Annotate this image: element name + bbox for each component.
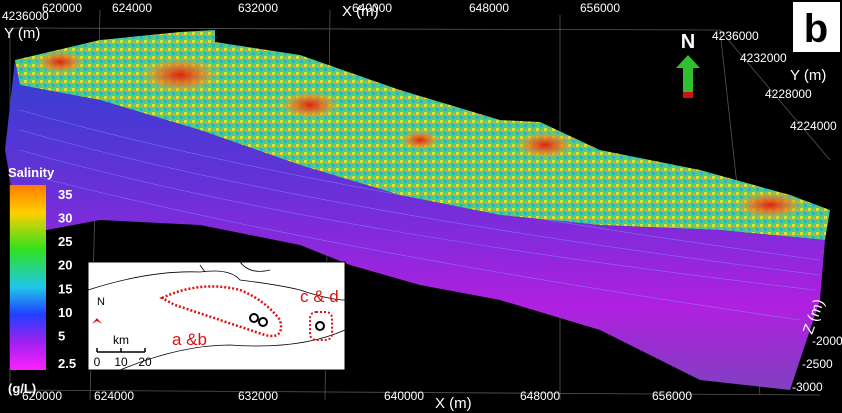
inset-map: N km	[87, 261, 346, 371]
z-tick: -2000	[812, 334, 842, 348]
colorbar-tick: 2.5	[58, 356, 76, 371]
y-left-tick: 4236000	[2, 9, 49, 23]
z-tick: -2500	[802, 357, 833, 371]
inset-scale-tick: 20	[138, 355, 152, 369]
x-top-tick: 632000	[238, 1, 278, 15]
y-right-label: Y (m)	[790, 67, 826, 84]
colorbar-tick: 35	[58, 187, 72, 202]
panel-label-box	[793, 2, 840, 52]
volume-side	[5, 60, 825, 390]
colorbar-tick: 15	[58, 281, 72, 296]
y-left-label: Y (m)	[4, 25, 40, 42]
inset-scale-tick: 0	[94, 355, 101, 369]
inset-north: N	[97, 296, 105, 308]
colorbar-tick: 10	[58, 305, 72, 320]
colorbar-tick: 30	[58, 211, 72, 226]
x-bottom-tick: 624000	[94, 389, 134, 403]
north-arrow: N	[676, 31, 700, 98]
x-axis-label-bottom: X (m)	[435, 395, 472, 412]
strata	[19, 109, 821, 321]
colorbar-title: Salinity	[8, 165, 55, 180]
y-right-tick: 4232000	[740, 51, 787, 65]
x-top-tick: 624000	[112, 1, 152, 15]
y-right-tick: 4228000	[765, 87, 812, 101]
x-axis-label: X (m)	[342, 3, 379, 20]
x-top-tick: 640000	[352, 1, 392, 15]
colorbar	[10, 185, 46, 370]
x-bottom-tick: 620000	[22, 389, 62, 403]
x-bottom-tick: 648000	[520, 389, 560, 403]
z-tick: -3000	[792, 380, 823, 394]
y-right-tick: 4224000	[790, 119, 837, 133]
colorbar-unit: (g/L)	[8, 381, 36, 396]
salinity-hotspots	[35, 50, 805, 219]
x-top-tick: 648000	[469, 1, 509, 15]
x-top-tick: 656000	[580, 1, 620, 15]
inset-scale-unit: km	[113, 333, 129, 347]
panel-label: b	[804, 7, 828, 51]
inset-label: c & d	[300, 287, 339, 306]
y-right-tick: 4236000	[712, 29, 759, 43]
x-top-tick: 620000	[42, 1, 82, 15]
colorbar-tick: 5	[58, 328, 65, 343]
inset-label: a &b	[172, 330, 207, 349]
x-bottom-tick: 656000	[652, 389, 692, 403]
colorbar-tick: 20	[58, 258, 72, 273]
x-bottom-tick: 632000	[238, 389, 278, 403]
north-label: N	[681, 31, 695, 53]
inset-scale-tick: 10	[114, 355, 128, 369]
colorbar-tick: 25	[58, 234, 72, 249]
x-bottom-tick: 640000	[384, 389, 424, 403]
